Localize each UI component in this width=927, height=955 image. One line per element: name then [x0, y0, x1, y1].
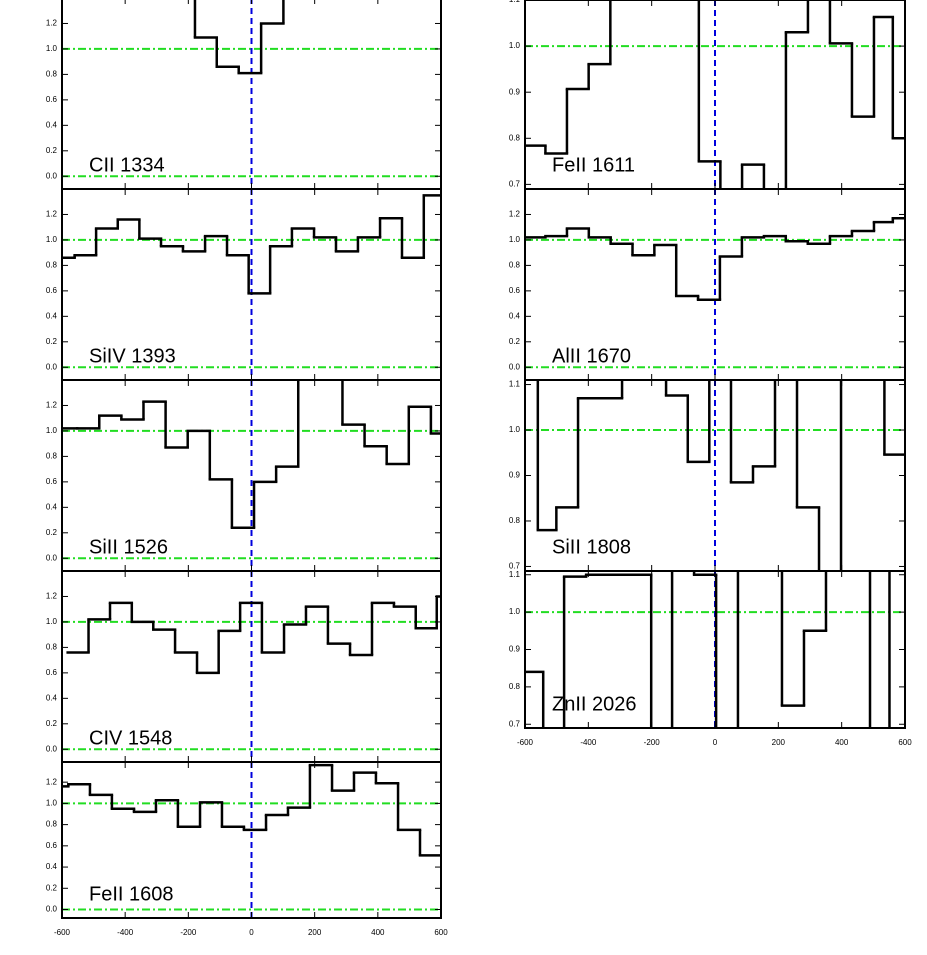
- y-tick-label: 0.6: [46, 286, 58, 295]
- panel: 0.0 0.2 0.4 0.6 0.8 1.0 1.2 SiIV 1393: [46, 188, 442, 381]
- y-tick-label: 0.6: [46, 841, 58, 850]
- y-tick-label: 0.6: [46, 477, 58, 486]
- y-tick-label: 0.2: [46, 528, 58, 537]
- y-tick-label: 1.0: [509, 425, 521, 434]
- y-tick-label: 0.2: [46, 146, 58, 155]
- y-tick-label: 0.6: [46, 668, 58, 677]
- y-tick-label: 0.4: [46, 693, 58, 702]
- x-tick-label: -200: [644, 738, 661, 747]
- y-tick-label: 0.8: [509, 261, 521, 270]
- y-tick-label: 1.1: [509, 380, 521, 389]
- y-tick-label: 1.2: [509, 210, 521, 219]
- plot-area: [525, 189, 905, 380]
- panel-label: FeII 1608: [89, 883, 174, 905]
- y-tick-label: 0.2: [46, 719, 58, 728]
- y-tick-label: 0.8: [46, 820, 58, 829]
- y-tick-label: 0.0: [46, 905, 58, 914]
- x-tick-label: 0: [249, 928, 254, 937]
- y-tick-label: 0.0: [46, 171, 58, 180]
- x-tick-label: -200: [180, 928, 197, 937]
- x-tick-label: 600: [898, 738, 912, 747]
- y-tick-label: 0.0: [46, 362, 58, 371]
- y-tick-label: 1.2: [46, 401, 58, 410]
- y-tick-label: 0.8: [46, 643, 58, 652]
- plot-area: [525, 571, 905, 728]
- panel-label: FeII 1611: [552, 154, 635, 176]
- y-tick-label: 0.6: [509, 286, 521, 295]
- y-tick-label: 0.2: [509, 337, 521, 346]
- y-tick-label: 0.4: [509, 311, 521, 320]
- y-tick-label: 0.9: [509, 471, 521, 480]
- y-tick-label: 1.2: [46, 592, 58, 601]
- y-tick-label: 0.8: [509, 682, 521, 691]
- panel: 0.0 0.2 0.4 0.6 0.8 1.0 1.2 -600 -400 -200 0 200 400…: [46, 761, 448, 937]
- y-tick-label: 0.7: [509, 179, 521, 188]
- y-tick-label: 1.0: [46, 798, 58, 807]
- y-tick-label: 0.8: [509, 516, 521, 525]
- y-tick-label: 0.0: [46, 553, 58, 562]
- panel-label: CII 1334: [89, 154, 165, 176]
- panel-label: SiII 1526: [89, 536, 168, 558]
- y-tick-label: 1.1: [509, 570, 521, 579]
- y-tick-label: 0.7: [509, 562, 521, 571]
- y-tick-label: 0.8: [46, 70, 58, 79]
- y-tick-label: 0.8: [46, 261, 58, 270]
- y-tick-label: 0.0: [509, 362, 521, 371]
- panel-label: SiII 1808: [552, 536, 631, 558]
- y-tick-label: 0.4: [46, 120, 58, 129]
- y-tick-label: 0.7: [509, 719, 521, 728]
- x-tick-label: 200: [308, 928, 322, 937]
- y-tick-label: 1.0: [46, 44, 58, 53]
- x-tick-label: 600: [434, 928, 448, 937]
- y-tick-label: 1.0: [509, 607, 521, 616]
- y-tick-label: 0.2: [46, 337, 58, 346]
- y-tick-label: 0.8: [509, 133, 521, 142]
- y-tick-label: 0.8: [46, 452, 58, 461]
- plot-area: [525, 380, 905, 571]
- y-tick-label: 1.2: [46, 19, 58, 28]
- panel-label: CIV 1548: [89, 727, 172, 749]
- x-tick-label: -600: [517, 738, 534, 747]
- y-tick-label: 0.4: [46, 862, 58, 871]
- panel: 0.0 0.2 0.4 0.6 0.8 1.0 1.2 SiII 1526: [46, 379, 442, 572]
- y-tick-label: 1.0: [46, 426, 58, 435]
- y-tick-label: 0.0: [46, 744, 58, 753]
- x-tick-label: 0: [713, 738, 718, 747]
- y-tick-label: 1.0: [46, 235, 58, 244]
- panel-label: SiIV 1393: [89, 345, 176, 367]
- panel: 0.0 0.2 0.4 0.6 0.8 1.0 1.2 CIV 1548: [46, 570, 442, 763]
- y-tick-label: 0.9: [509, 87, 521, 96]
- y-tick-label: 0.4: [46, 502, 58, 511]
- panel: 0.0 0.2 0.4 0.6 0.8 1.0 1.2 AlII 1670: [509, 188, 906, 381]
- plot-area: [62, 571, 441, 762]
- plot-area: [62, 0, 441, 189]
- x-tick-label: -600: [54, 928, 71, 937]
- plot-area: [62, 380, 441, 571]
- y-tick-label: 1.0: [509, 41, 521, 50]
- y-tick-label: 1.0: [509, 235, 521, 244]
- panel-label: AlII 1670: [552, 345, 631, 367]
- y-tick-label: 1.2: [46, 210, 58, 219]
- panel: 0.7 0.8 0.9 1.0 1.1 FeII 1611: [509, 0, 906, 190]
- y-tick-label: 1.1: [509, 0, 521, 4]
- x-tick-label: 200: [772, 738, 786, 747]
- x-tick-label: 400: [835, 738, 849, 747]
- plot-area: [62, 189, 441, 380]
- panel: 0.7 0.8 0.9 1.0 1.1 SiII 1808: [509, 379, 906, 572]
- plot-area: [525, 0, 905, 189]
- y-tick-label: 0.9: [509, 645, 521, 654]
- x-tick-label: -400: [580, 738, 597, 747]
- y-tick-label: 1.0: [46, 617, 58, 626]
- y-tick-label: 0.6: [46, 95, 58, 104]
- x-tick-label: -400: [117, 928, 134, 937]
- panel: 0.7 0.8 0.9 1.0 1.1 -600 -400 -200 0 200 400 600 ZnI…: [509, 570, 912, 747]
- panel: 0.0 0.2 0.4 0.6 0.8 1.0 1.2 CII 1334: [46, 0, 442, 190]
- y-tick-label: 1.2: [46, 777, 58, 786]
- plot-area: [62, 762, 441, 918]
- y-tick-label: 0.4: [46, 311, 58, 320]
- x-tick-label: 400: [371, 928, 385, 937]
- panel-label: ZnII 2026: [552, 693, 637, 715]
- y-tick-label: 0.2: [46, 883, 58, 892]
